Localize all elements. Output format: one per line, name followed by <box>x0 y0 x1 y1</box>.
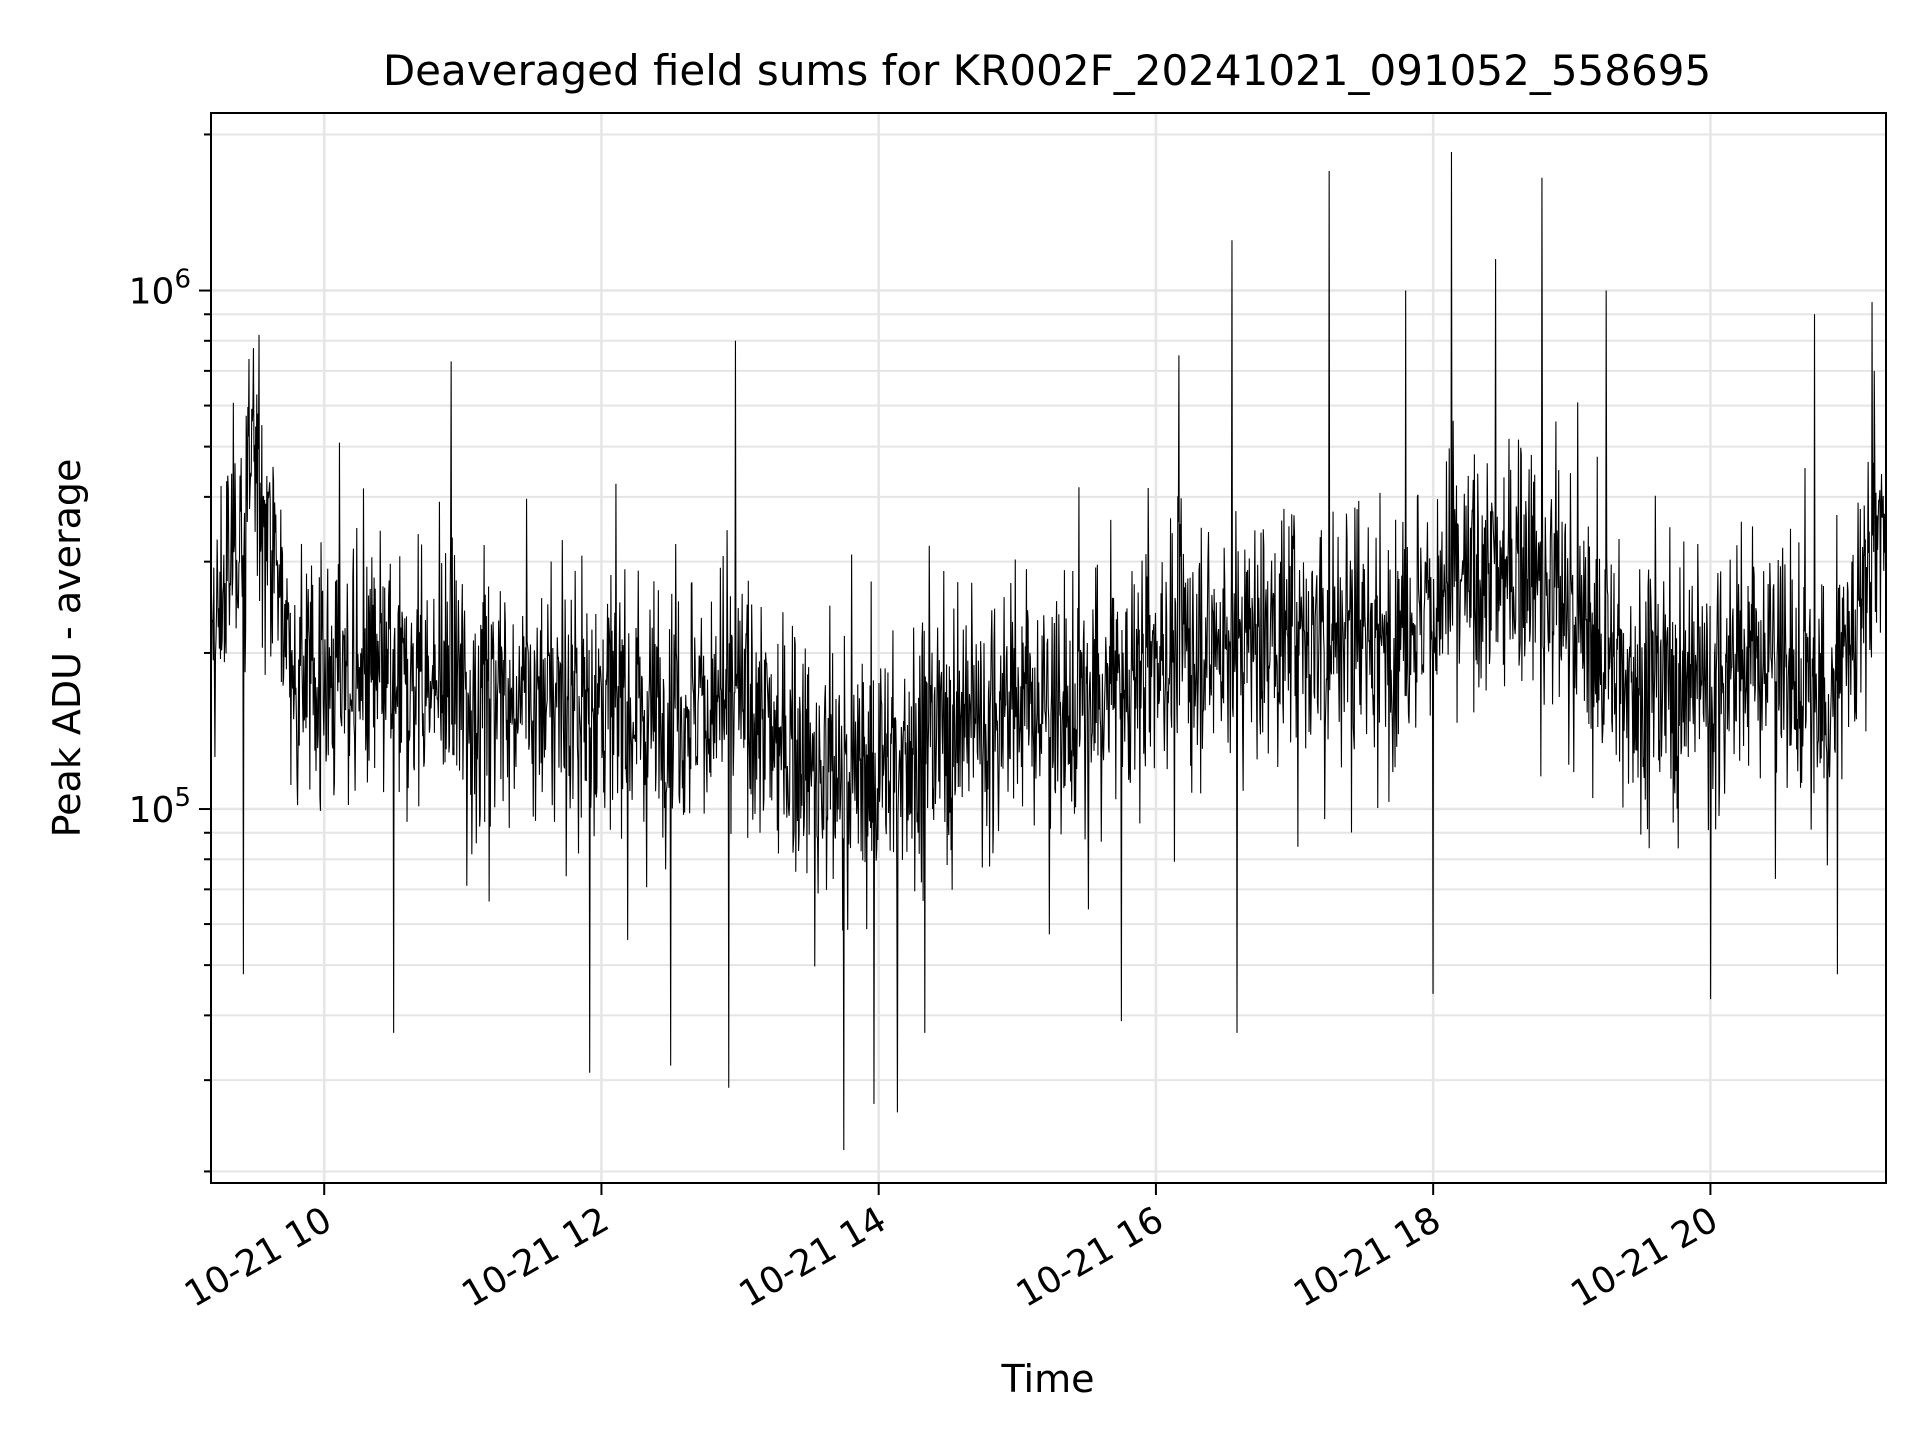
x-tick-label: 10-21 12 <box>455 1199 616 1315</box>
x-axis-label: Time <box>1001 1357 1095 1401</box>
x-axis: 10-21 10 10-21 12 10-21 14 10-21 16 10-21 18… <box>178 1183 1725 1316</box>
series-line <box>210 152 1887 1150</box>
x-tick-label: 10-21 16 <box>1010 1199 1171 1315</box>
y-tick-label: 106 <box>129 265 191 313</box>
y-axis: 105 106 <box>129 133 211 1173</box>
chart-title: Deaveraged field sums for KR002F_2024102… <box>383 46 1711 95</box>
x-tick-label: 10-21 14 <box>733 1199 894 1315</box>
y-tick-label: 105 <box>129 783 191 831</box>
series-path <box>210 152 1887 1150</box>
x-tick-label: 10-21 18 <box>1287 1199 1448 1315</box>
x-tick-label: 10-21 10 <box>178 1199 339 1315</box>
x-grid <box>322 113 1712 1183</box>
y-axis-label: Peak ADU - average <box>45 459 89 838</box>
x-tick-label: 10-21 20 <box>1564 1199 1725 1315</box>
plot-frame <box>210 112 1887 1184</box>
